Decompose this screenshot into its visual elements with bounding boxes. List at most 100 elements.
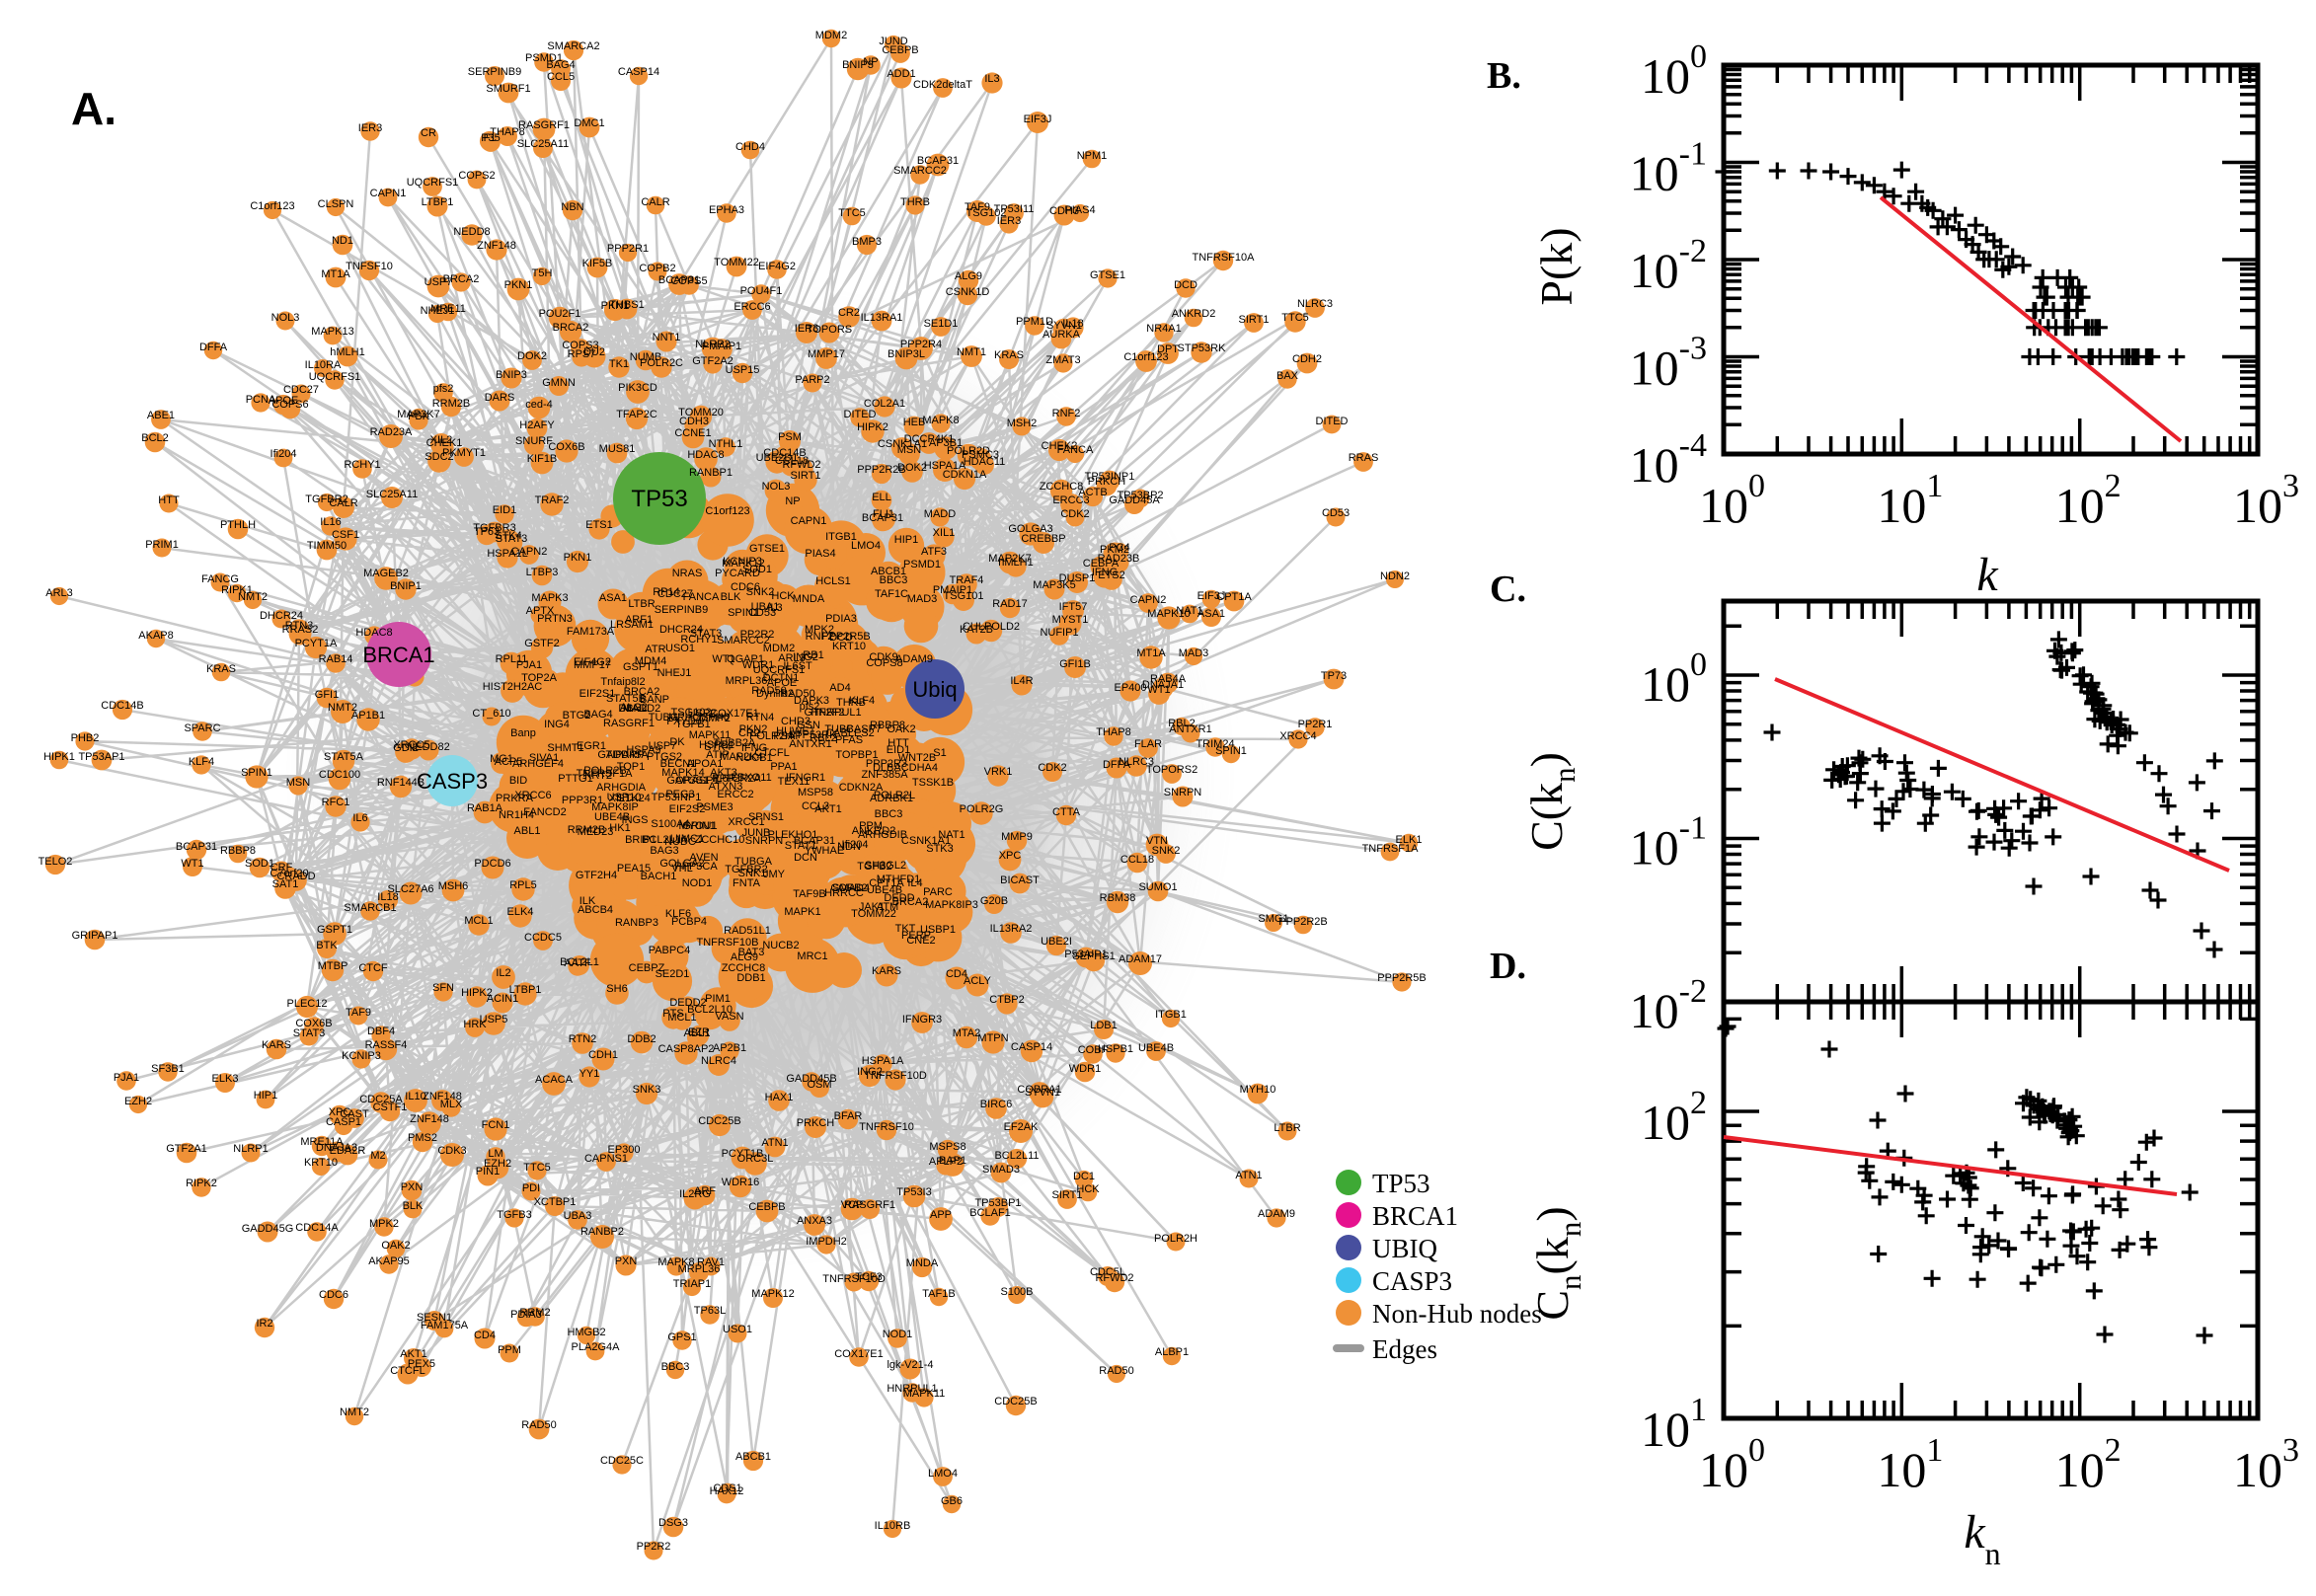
svg-text:ETS2: ETS2 <box>1098 570 1125 581</box>
svg-text:TRAF2: TRAF2 <box>535 494 570 506</box>
svg-text:DOK2: DOK2 <box>897 462 927 474</box>
svg-text:XIL1: XIL1 <box>609 793 632 804</box>
svg-text:TSG101: TSG101 <box>944 590 984 602</box>
svg-text:TGFBR3: TGFBR3 <box>473 522 515 534</box>
svg-text:S100B: S100B <box>1000 1286 1033 1298</box>
svg-text:MRE11: MRE11 <box>430 303 466 315</box>
svg-text:AKT1: AKT1 <box>400 1348 427 1360</box>
svg-text:NBN: NBN <box>561 201 583 213</box>
svg-text:ATN1: ATN1 <box>1235 1170 1262 1181</box>
svg-text:SPIN1: SPIN1 <box>1215 745 1247 757</box>
svg-text:C7orf20: C7orf20 <box>270 868 308 879</box>
svg-text:PPM1D: PPM1D <box>1016 316 1053 328</box>
svg-text:AKT3: AKT3 <box>710 767 737 779</box>
svg-text:ATN1: ATN1 <box>761 1137 788 1149</box>
svg-text:RASSF4: RASSF4 <box>365 1039 408 1051</box>
svg-text:CDK3: CDK3 <box>437 1145 466 1157</box>
svg-text:DDB2: DDB2 <box>627 1033 656 1045</box>
svg-text:CLSPN: CLSPN <box>318 198 354 210</box>
svg-text:SIVA1: SIVA1 <box>529 752 559 764</box>
svg-text:ARHGDIB: ARHGDIB <box>858 829 907 841</box>
svg-text:HCK: HCK <box>1076 1183 1100 1195</box>
svg-text:GTF2A2: GTF2A2 <box>692 355 733 367</box>
svg-text:AKT1: AKT1 <box>814 803 842 815</box>
svg-text:ZNF148: ZNF148 <box>410 1113 449 1125</box>
svg-text:LTBP1: LTBP1 <box>509 984 542 996</box>
svg-text:PKN1: PKN1 <box>564 552 592 564</box>
svg-text:TGFB3: TGFB3 <box>497 1209 531 1221</box>
svg-text:PEA15: PEA15 <box>617 863 651 874</box>
svg-text:TTC5: TTC5 <box>523 1162 551 1174</box>
svg-text:MDM2: MDM2 <box>815 30 847 41</box>
svg-text:DHCR24: DHCR24 <box>659 624 703 636</box>
svg-text:Ubiq: Ubiq <box>912 677 957 702</box>
svg-text:PPP2R3: PPP2R3 <box>866 758 907 770</box>
svg-text:STK24: STK24 <box>617 793 651 804</box>
svg-text:PPP2R2B: PPP2R2B <box>857 464 906 476</box>
svg-text:TNFRSF1A: TNFRSF1A <box>577 768 634 780</box>
svg-text:POLR2H: POLR2H <box>1154 1233 1197 1245</box>
svg-text:PPP2R4: PPP2R4 <box>900 339 942 350</box>
svg-text:TGFBR2: TGFBR2 <box>305 494 347 505</box>
svg-text:WDR1: WDR1 <box>1069 1063 1101 1075</box>
svg-text:USP2: USP2 <box>688 708 717 720</box>
svg-text:NHEJ1: NHEJ1 <box>421 305 455 317</box>
svg-text:RCHY1: RCHY1 <box>344 459 380 471</box>
svg-text:APLP2: APLP2 <box>929 1156 963 1168</box>
svg-text:NUDC: NUDC <box>664 836 696 848</box>
svg-text:NLRC4: NLRC4 <box>701 1055 736 1067</box>
svg-text:CD4: CD4 <box>946 968 967 980</box>
svg-text:EP300: EP300 <box>607 1144 640 1156</box>
svg-text:WDR1: WDR1 <box>742 659 774 671</box>
svg-text:TRIAP1: TRIAP1 <box>673 1278 712 1290</box>
svg-text:AVEN: AVEN <box>689 852 718 864</box>
svg-text:TUBGA: TUBGA <box>734 856 773 868</box>
svg-text:MSN: MSN <box>897 444 922 456</box>
svg-text:PDI: PDI <box>522 1182 540 1194</box>
svg-text:AP3S1: AP3S1 <box>675 775 709 787</box>
svg-text:CT_610: CT_610 <box>472 708 510 720</box>
svg-text:NTHL1: NTHL1 <box>709 438 743 450</box>
svg-text:SOD1: SOD1 <box>742 564 772 575</box>
svg-text:CPT1A: CPT1A <box>869 877 904 889</box>
svg-text:HDAC11: HDAC11 <box>964 456 1006 468</box>
svg-text:TUBB2A: TUBB2A <box>714 737 756 749</box>
svg-text:NR1H4: NR1H4 <box>499 809 534 821</box>
svg-text:STAT3: STAT3 <box>293 1027 326 1039</box>
svg-text:TRIM24: TRIM24 <box>1196 738 1234 750</box>
svg-text:IL2: IL2 <box>496 967 510 979</box>
svg-text:CCL5: CCL5 <box>547 71 575 83</box>
svg-text:BFAR: BFAR <box>834 1110 863 1122</box>
svg-text:DCD: DCD <box>1174 279 1197 291</box>
svg-text:MSH6: MSH6 <box>438 880 469 892</box>
svg-text:OAK2: OAK2 <box>381 1240 410 1252</box>
svg-text:CTTA: CTTA <box>1052 806 1081 818</box>
svg-text:PARP2: PARP2 <box>795 374 829 386</box>
svg-text:BCL2L1: BCL2L1 <box>560 956 599 968</box>
svg-text:ZNF148: ZNF148 <box>423 1091 462 1102</box>
svg-text:TNFRSF10A: TNFRSF10A <box>1193 252 1256 264</box>
svg-text:ASA1: ASA1 <box>1197 608 1225 620</box>
svg-text:AURKA: AURKA <box>1042 329 1081 341</box>
svg-text:BAG3: BAG3 <box>650 845 678 857</box>
svg-text:IL18: IL18 <box>377 891 398 903</box>
svg-text:ELK1: ELK1 <box>1396 834 1423 846</box>
svg-text:NMT2: NMT2 <box>340 1406 369 1418</box>
svg-text:HUWE1: HUWE1 <box>776 725 815 737</box>
svg-text:ABL1: ABL1 <box>514 825 541 837</box>
svg-text:XRCC4: XRCC4 <box>1279 730 1316 742</box>
svg-text:IMPDH2: IMPDH2 <box>806 1236 847 1248</box>
svg-text:TFAP2C: TFAP2C <box>616 409 657 420</box>
svg-text:ZCCHC8: ZCCHC8 <box>1040 481 1084 493</box>
svg-text:LMO4: LMO4 <box>851 540 881 552</box>
svg-text:TELO2: TELO2 <box>39 856 73 868</box>
svg-text:RAD50: RAD50 <box>780 688 814 700</box>
svg-text:TP63: TP63 <box>474 526 500 538</box>
svg-text:PTHLH: PTHLH <box>220 519 256 531</box>
svg-text:MCL1: MCL1 <box>667 1012 696 1024</box>
svg-text:STAT3: STAT3 <box>690 628 723 640</box>
svg-text:NEDD8: NEDD8 <box>453 226 490 238</box>
svg-text:PCYT1A: PCYT1A <box>295 638 338 649</box>
svg-text:SPNS1: SPNS1 <box>748 811 784 823</box>
svg-text:PARC: PARC <box>923 886 953 898</box>
